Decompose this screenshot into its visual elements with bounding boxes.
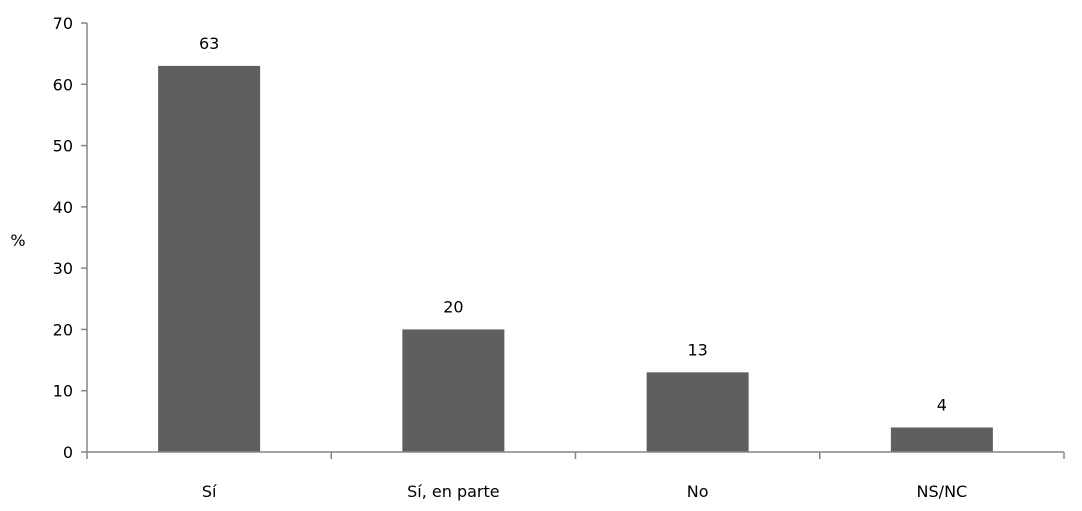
- y-tick-label: 0: [63, 443, 73, 462]
- y-tick-label: 40: [53, 198, 73, 217]
- x-ticks-group: Sí Sí, en parte No NS/NC: [86, 452, 1065, 501]
- bar-value-label: 13: [687, 340, 707, 359]
- y-tick-label: 20: [53, 320, 73, 339]
- bar: [890, 427, 993, 452]
- y-tick-label: 60: [53, 75, 73, 94]
- bar: [646, 372, 749, 452]
- bar: [158, 65, 261, 453]
- data-labels-group: 63 20 13 4: [199, 34, 947, 415]
- x-category-label: No: [687, 482, 709, 501]
- y-tick-label: 30: [53, 259, 73, 278]
- bar: [402, 329, 505, 452]
- bar-value-label: 63: [199, 34, 219, 53]
- x-category-label: NS/NC: [917, 482, 968, 501]
- x-category-label: Sí: [202, 482, 217, 501]
- bar-value-label: 20: [443, 297, 463, 316]
- y-tick-label: 50: [53, 137, 73, 156]
- bars-group: [158, 65, 993, 453]
- y-ticks-group: 0 10 20 30 40 50 60 70: [53, 14, 87, 462]
- bar-value-label: 4: [937, 395, 947, 414]
- y-axis-title: %: [10, 231, 25, 250]
- y-tick-label: 70: [53, 14, 73, 33]
- y-tick-label: 10: [53, 382, 73, 401]
- x-category-label: Sí, en parte: [407, 482, 500, 501]
